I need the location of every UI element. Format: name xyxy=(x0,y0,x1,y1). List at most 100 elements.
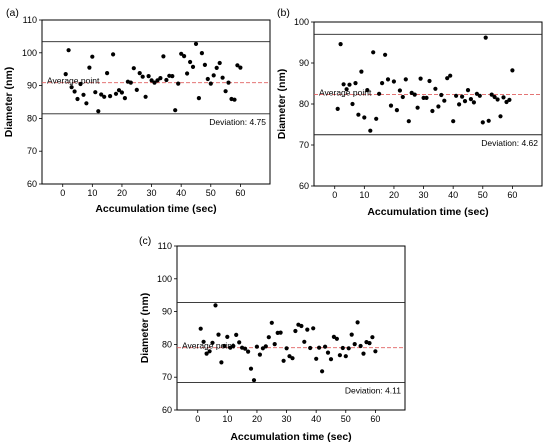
y-tick-label: 70 xyxy=(299,140,309,150)
data-point xyxy=(152,80,157,85)
deviation-label: Deviation: 4.62 xyxy=(481,138,538,148)
data-point xyxy=(323,344,328,349)
data-point xyxy=(367,341,372,346)
data-point xyxy=(486,118,491,123)
data-point xyxy=(349,332,354,337)
data-point xyxy=(254,344,259,349)
data-point xyxy=(334,336,339,341)
average-label: Average point xyxy=(47,76,100,86)
data-point xyxy=(430,108,435,114)
panel-label: (b) xyxy=(277,7,290,19)
data-point xyxy=(164,77,169,83)
plot-frame xyxy=(41,19,271,185)
data-point xyxy=(421,95,426,100)
data-point xyxy=(498,114,503,119)
data-point xyxy=(217,60,222,66)
data-point xyxy=(146,74,151,79)
data-point xyxy=(173,108,178,113)
data-point xyxy=(149,78,154,83)
data-point xyxy=(75,96,80,102)
data-point xyxy=(468,97,473,102)
x-tick-label: 0 xyxy=(332,190,337,200)
data-point xyxy=(353,81,358,86)
data-point xyxy=(231,343,236,349)
x-tick-label: 0 xyxy=(60,188,65,198)
y-tick-label: 60 xyxy=(27,179,37,189)
data-point xyxy=(220,75,225,80)
data-point xyxy=(341,82,346,87)
data-point xyxy=(131,66,136,71)
x-tick-label: 10 xyxy=(359,190,369,200)
data-point xyxy=(383,52,388,57)
data-point xyxy=(90,54,95,59)
data-point xyxy=(412,92,417,97)
y-tick-label: 100 xyxy=(22,48,37,58)
y-tick-label: 100 xyxy=(157,274,172,284)
data-point xyxy=(257,352,262,357)
data-point xyxy=(87,65,92,70)
data-point xyxy=(439,92,444,98)
data-point xyxy=(356,112,361,117)
data-point xyxy=(465,88,471,93)
data-point xyxy=(134,87,139,92)
y-axis-ticks: 60 70 80 90 100 110 xyxy=(157,241,177,415)
x-tick-label: 10 xyxy=(222,414,232,424)
data-point xyxy=(143,94,148,99)
data-point xyxy=(222,343,227,349)
data-point xyxy=(235,63,240,68)
y-axis-ticks: 60 70 80 90 100 110 xyxy=(22,15,42,189)
y-axis-ticks: 60 70 80 90 100 xyxy=(294,17,314,191)
deviation-label: Deviation: 4.11 xyxy=(345,385,401,395)
x-tick-label: 30 xyxy=(282,414,292,424)
data-point xyxy=(72,89,77,94)
x-tick-label: 50 xyxy=(478,190,488,200)
data-point xyxy=(350,101,355,107)
data-point xyxy=(102,94,107,99)
data-point xyxy=(397,88,402,93)
data-point xyxy=(308,345,313,351)
data-point xyxy=(284,346,289,351)
data-point xyxy=(248,366,254,371)
x-tick-label: 20 xyxy=(117,188,127,198)
y-axis-title: Diameter (nm) xyxy=(139,293,151,364)
data-point xyxy=(346,346,351,351)
data-point xyxy=(66,48,71,53)
x-axis-title: Accumulation time (sec) xyxy=(367,206,488,218)
data-point xyxy=(185,71,190,76)
data-point xyxy=(371,50,376,55)
average-label: Average point xyxy=(182,341,235,351)
x-tick-label: 20 xyxy=(389,190,399,200)
x-tick-label: 60 xyxy=(370,414,380,424)
data-point xyxy=(340,345,345,351)
data-point xyxy=(272,342,277,347)
data-point xyxy=(471,100,476,105)
x-tick-label: 50 xyxy=(341,414,351,424)
data-point xyxy=(344,87,349,92)
data-points xyxy=(198,303,378,383)
x-tick-label: 50 xyxy=(206,188,216,198)
data-points xyxy=(335,35,515,133)
data-point xyxy=(338,42,343,47)
data-point xyxy=(305,327,310,332)
data-point xyxy=(84,101,89,106)
data-point xyxy=(337,353,342,358)
data-point xyxy=(96,109,101,114)
data-point xyxy=(176,81,181,86)
data-point xyxy=(352,342,357,347)
data-point xyxy=(223,89,228,94)
data-point xyxy=(128,80,133,85)
data-point xyxy=(391,79,396,84)
data-point xyxy=(137,71,142,76)
data-point xyxy=(281,358,286,363)
data-point xyxy=(311,326,316,331)
y-tick-label: 70 xyxy=(162,372,172,382)
data-point xyxy=(179,51,184,56)
x-axis-ticks: 0 10 20 30 40 50 60 xyxy=(60,184,245,198)
data-point xyxy=(320,369,325,374)
data-point xyxy=(385,77,391,82)
data-point xyxy=(377,91,382,96)
data-point xyxy=(108,94,113,99)
data-point xyxy=(325,350,331,355)
data-point xyxy=(302,339,307,344)
